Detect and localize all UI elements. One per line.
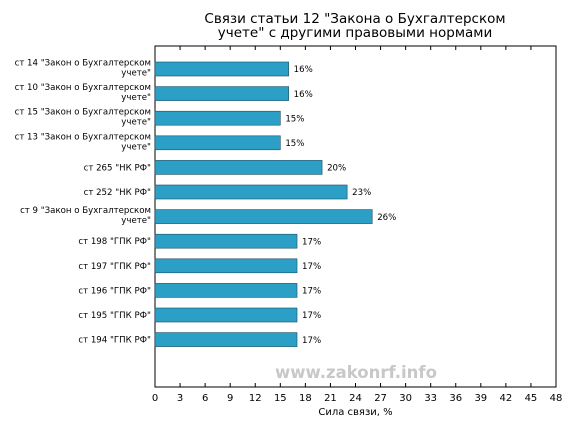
- category-label: ст 265 "НК РФ": [84, 163, 151, 173]
- category-label: учете": [121, 118, 151, 128]
- x-tick-label: 0: [152, 393, 158, 404]
- bar-value-label: 15%: [285, 114, 304, 124]
- bar-value-label: 16%: [294, 65, 313, 75]
- bar: [154, 233, 298, 249]
- category-label: ст 15 "Закон о Бухгалтерском: [15, 108, 151, 118]
- bar: [154, 61, 289, 77]
- bar-value-label: 17%: [302, 287, 321, 297]
- x-tick-label: 30: [399, 393, 412, 404]
- category-label: ст 14 "Закон о Бухгалтерском: [15, 59, 151, 69]
- bar: [154, 110, 281, 126]
- x-tick-label: 24: [349, 393, 362, 404]
- x-tick-label: 45: [525, 393, 538, 404]
- chart-title-line: Связи статьи 12 "Закона о Бухгалтерском: [204, 11, 505, 27]
- x-axis-label: Сила связи, %: [318, 407, 392, 418]
- x-tick-label: 27: [374, 393, 387, 404]
- category-label: ст 13 "Закон о Бухгалтерском: [15, 132, 151, 142]
- bar-value-label: 17%: [302, 262, 321, 272]
- bar-value-label: 16%: [294, 90, 313, 100]
- bar-value-label: 15%: [285, 139, 304, 149]
- bar-value-label: 17%: [302, 336, 321, 346]
- category-label: учете": [121, 216, 151, 226]
- category-label: ст 10 "Закон о Бухгалтерском: [15, 83, 151, 93]
- bar-value-label: 20%: [327, 164, 346, 174]
- bar: [154, 135, 281, 151]
- category-label: учете": [121, 93, 151, 103]
- x-tick-label: 39: [474, 393, 487, 404]
- category-label: ст 252 "НК РФ": [84, 188, 151, 198]
- bar: [154, 283, 298, 298]
- bar: [154, 258, 298, 274]
- x-tick-label: 33: [424, 393, 437, 404]
- bars: 16% 16% 15% 15% 20% 23% 26% 17% 17% 17% 17% 17%: [154, 61, 396, 347]
- bar-value-label: 26%: [377, 213, 396, 223]
- bar: [154, 86, 289, 101]
- bar: [154, 184, 348, 200]
- category-label: ст 196 "ГПК РФ": [78, 286, 151, 296]
- bar: [154, 209, 373, 224]
- x-tick-label: 6: [202, 393, 208, 404]
- category-label: ст 197 "ГПК РФ": [78, 262, 151, 272]
- x-tick-label: 36: [449, 393, 462, 404]
- bar: [154, 160, 323, 175]
- category-label: ст 9 "Закон о Бухгалтерском: [20, 206, 151, 216]
- chart-title: Связи статьи 12 "Закона о Бухгалтерскому…: [204, 11, 505, 41]
- x-tick-label: 15: [274, 393, 287, 404]
- category-label: ст 194 "ГПК РФ": [78, 336, 151, 346]
- x-axis: 0 3 6 9 12 15 18 21 24 27 30 33 36 39 42 45 48: [152, 46, 563, 404]
- x-tick-label: 48: [550, 393, 563, 404]
- x-tick-label: 42: [500, 393, 513, 404]
- category-label: ст 195 "ГПК РФ": [78, 311, 151, 321]
- bar: [154, 332, 298, 347]
- bar-value-label: 17%: [302, 311, 321, 321]
- category-label: учете": [121, 69, 151, 79]
- chart-title-line: учете" с другими правовыми нормами: [218, 25, 492, 41]
- x-tick-label: 12: [249, 393, 262, 404]
- bar: [154, 307, 298, 323]
- category-label: ст 198 "ГПК РФ": [78, 237, 151, 247]
- x-tick-label: 21: [324, 393, 337, 404]
- x-tick-label: 3: [177, 393, 183, 404]
- x-tick-label: 18: [299, 393, 312, 404]
- bar-value-label: 23%: [352, 188, 371, 198]
- watermark: www.zakonrf.info: [275, 363, 437, 382]
- category-label: учете": [121, 142, 151, 152]
- x-tick-label: 9: [227, 393, 233, 404]
- bar-value-label: 17%: [302, 237, 321, 247]
